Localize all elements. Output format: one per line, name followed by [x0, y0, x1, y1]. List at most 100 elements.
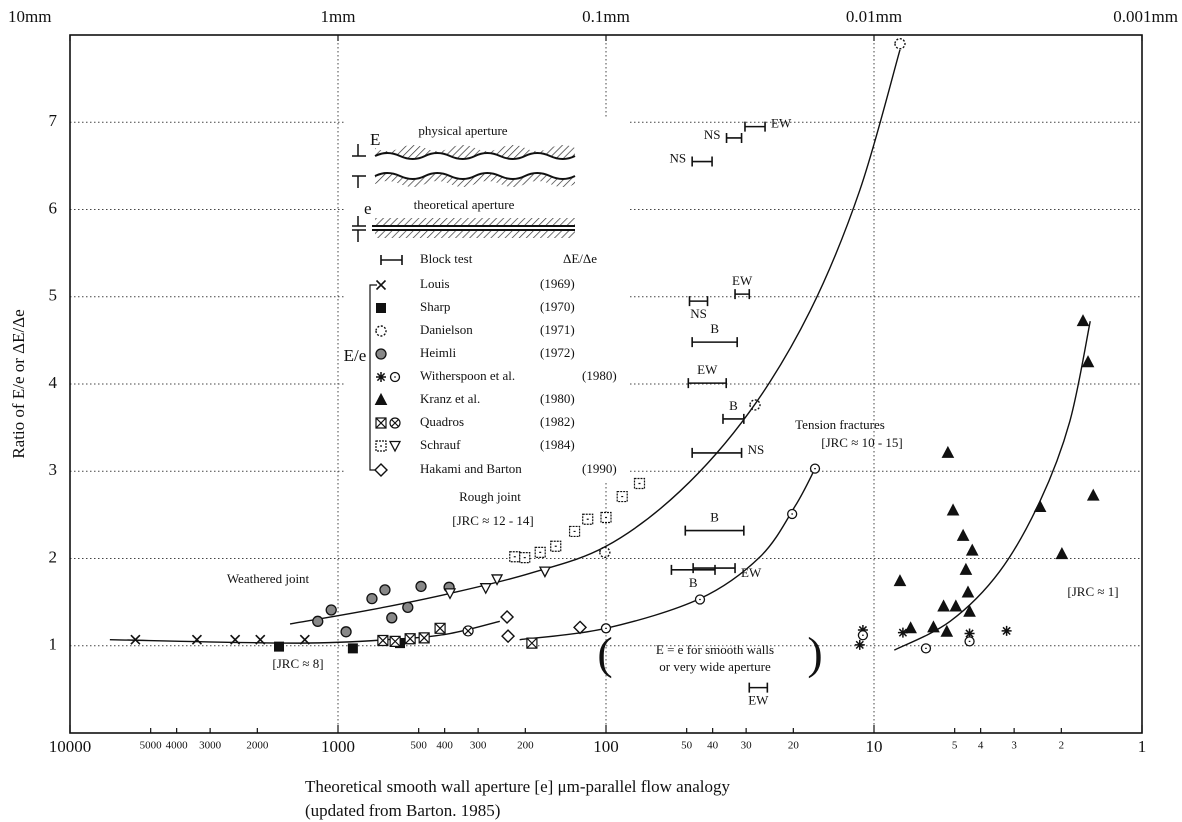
y-tick-label: 5 — [49, 286, 58, 305]
annotation: [JRC ≈ 8] — [272, 656, 323, 671]
data-point — [377, 634, 389, 647]
data-point — [894, 38, 906, 50]
fit-curve — [289, 49, 901, 625]
legend-year: (1971) — [540, 322, 575, 337]
annotation: Tension fractures — [795, 417, 885, 432]
x-tick-label: 20 — [788, 740, 800, 752]
block-test-range — [691, 337, 738, 348]
rough-wall-line — [374, 152, 576, 180]
data-point — [402, 601, 414, 613]
x-tick-label: 1 — [1138, 737, 1147, 756]
block-test-label: B — [729, 398, 738, 413]
data-point — [1086, 488, 1100, 501]
block-test-range — [692, 563, 736, 574]
data-point — [1076, 314, 1090, 327]
data-point — [940, 624, 954, 637]
legend-label: Hakami and Barton — [420, 461, 522, 476]
block-test-range — [691, 156, 713, 167]
upper-smooth-wall — [375, 218, 575, 225]
legend-label: ΔE/Δe — [563, 251, 597, 266]
inset-label: physical aperture — [418, 123, 507, 138]
legend-symbol — [388, 440, 402, 453]
x2-tick-label: 0.01mm — [846, 7, 902, 26]
x-tick-label: 5000 — [140, 740, 163, 752]
data-point — [941, 445, 955, 458]
legend-label: Schrauf — [420, 437, 461, 452]
data-point — [550, 540, 562, 552]
data-point — [479, 583, 492, 595]
x-tick-label: 300 — [470, 740, 487, 752]
x-tick-label: 100 — [593, 737, 619, 756]
x2-tick-label: 10mm — [8, 7, 51, 26]
data-point — [964, 636, 975, 647]
data-point — [340, 626, 352, 638]
block-test-range — [684, 525, 745, 536]
legend-block-symbol — [380, 255, 403, 265]
block-test-label: NS — [670, 150, 687, 165]
data-point — [418, 632, 430, 644]
data-point — [538, 566, 552, 578]
block-test-label: EW — [771, 116, 792, 131]
data-point — [366, 593, 378, 605]
x-tick-label: 30 — [741, 740, 753, 752]
data-point — [534, 546, 546, 558]
legend-symbol — [375, 348, 387, 360]
x-axis-note: (updated from Barton. 1985) — [305, 801, 500, 820]
legend-symbol — [375, 279, 387, 291]
data-point — [312, 615, 324, 627]
x-tick-label: 4000 — [166, 740, 189, 752]
legend-symbol — [374, 392, 388, 405]
data-point — [573, 620, 588, 635]
legend-year: (1969) — [540, 276, 575, 291]
data-point — [787, 508, 798, 520]
block-test-range — [691, 447, 743, 458]
data-point — [937, 599, 950, 612]
data-point — [857, 625, 868, 636]
annotation: ) — [807, 628, 822, 679]
legend-label: Heimli — [420, 345, 456, 360]
data-point — [1081, 355, 1095, 368]
annotation: E = e for smooth walls — [656, 642, 774, 657]
data-point — [1055, 547, 1069, 560]
aperture-symbol: e — [364, 199, 372, 218]
data-point — [389, 635, 401, 647]
block-test-label: EW — [697, 362, 718, 377]
legend-label: E/e — [344, 346, 367, 365]
x-tick-label: 2 — [1059, 740, 1065, 752]
annotation: ( — [597, 628, 612, 679]
x-tick-label: 200 — [517, 740, 534, 752]
legend-year: (1990) — [582, 461, 617, 476]
fit-curve — [109, 620, 500, 644]
legend-label: Louis — [420, 276, 450, 291]
data-point — [854, 639, 865, 650]
annotation: [JRC ≈ 12 - 14] — [452, 513, 534, 528]
legend-symbol — [389, 417, 401, 429]
aperture-symbol: E — [370, 130, 380, 149]
data-point — [956, 528, 970, 541]
data-point — [600, 623, 612, 634]
block-test-range — [744, 121, 766, 132]
legend-symbol — [375, 440, 387, 452]
legend-year: (1970) — [540, 299, 575, 314]
x-tick-label: 3 — [1011, 740, 1017, 752]
data-point — [191, 634, 203, 645]
y-tick-label: 7 — [49, 111, 58, 130]
data-point — [500, 609, 515, 624]
data-point — [897, 627, 908, 638]
legend-label: Danielson — [420, 322, 473, 337]
legend-symbol — [375, 417, 387, 429]
x2-tick-label: 1mm — [321, 7, 356, 26]
legend-bracket — [369, 284, 377, 471]
x-tick-label: 2000 — [246, 740, 269, 752]
x-tick-label: 10000 — [49, 737, 92, 756]
fit-curve — [893, 321, 1091, 651]
data-point — [633, 477, 646, 490]
block-test-label: NS — [748, 442, 765, 457]
data-point — [386, 612, 398, 624]
legend-year: (1984) — [540, 437, 575, 452]
fit-curve — [519, 468, 816, 641]
block-test-label: EW — [748, 693, 769, 708]
annotation: Weathered joint — [227, 571, 310, 586]
block-test-range — [687, 378, 728, 389]
